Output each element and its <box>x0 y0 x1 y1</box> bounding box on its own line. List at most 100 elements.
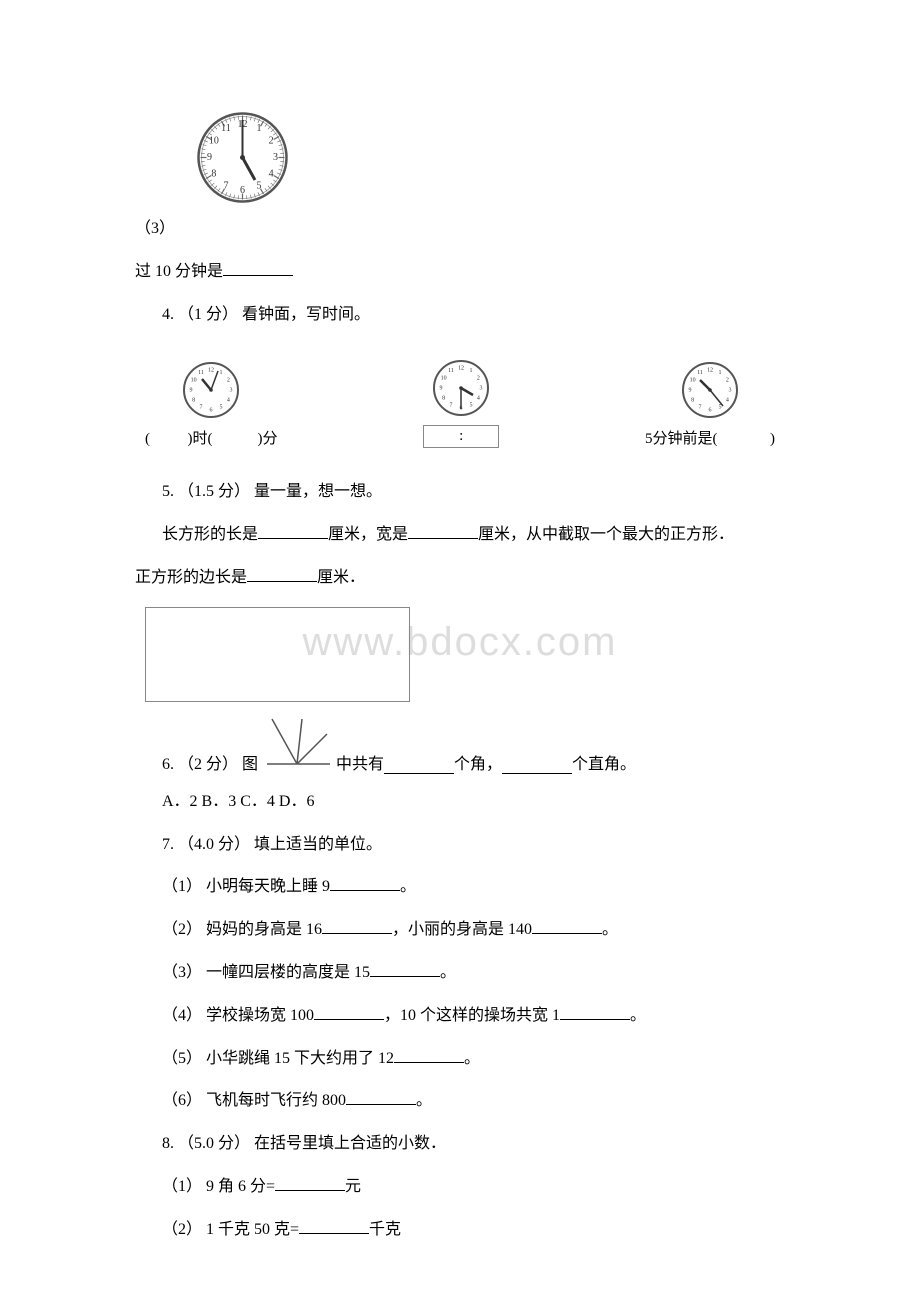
svg-text:11: 11 <box>198 370 204 376</box>
blank <box>502 758 572 774</box>
blank <box>322 918 392 934</box>
angle-icon <box>262 714 332 774</box>
svg-text:9: 9 <box>688 388 691 394</box>
q3-text: 过 10 分钟是 <box>135 258 785 287</box>
svg-text:8: 8 <box>691 398 694 404</box>
text: ( <box>145 431 150 447</box>
svg-text:8: 8 <box>211 168 216 179</box>
text: 。 <box>464 1050 480 1067</box>
svg-text:8: 8 <box>442 396 445 402</box>
blank <box>532 918 602 934</box>
text: ，10 个这样的操场共宽 1 <box>384 1007 560 1024</box>
clock-icon: 123456789101112 <box>182 361 240 419</box>
q5-rectangle <box>145 607 410 702</box>
svg-text:11: 11 <box>221 123 231 134</box>
text: 长方形的长是 <box>162 526 258 543</box>
svg-text:10: 10 <box>441 376 447 382</box>
svg-text:7: 7 <box>450 403 453 409</box>
text: 千克 <box>369 1221 401 1238</box>
svg-text:2: 2 <box>726 378 729 384</box>
svg-text:4: 4 <box>269 168 274 179</box>
text: 妈妈的身高是 16 <box>202 921 322 938</box>
q3-clock: 123456789101112 <box>195 110 785 210</box>
svg-text:2: 2 <box>227 378 230 384</box>
blank <box>275 1175 345 1191</box>
blank <box>299 1218 369 1234</box>
q4-clock2-col: 123456789101112 : <box>423 359 499 448</box>
svg-text:5: 5 <box>257 180 262 191</box>
q4-label3: 5分钟前是( ) <box>645 427 775 448</box>
svg-text:12: 12 <box>208 368 214 374</box>
svg-text:2: 2 <box>477 376 480 382</box>
q7-item2: （2） 妈妈的身高是 16，小丽的身高是 140。 <box>162 916 785 945</box>
q8-item2: （2） 1 千克 50 克= 千克 <box>162 1216 785 1245</box>
q8-item1: （1） 9 角 6 分=元 <box>162 1173 785 1202</box>
blank <box>330 875 400 891</box>
blank <box>346 1089 416 1105</box>
q6-options: A．2 B．3 C．4 D．6 <box>162 788 785 817</box>
blank <box>223 260 293 276</box>
svg-text:4: 4 <box>477 396 480 402</box>
q7-item1: （1） 小明每天晚上睡 9。 <box>162 873 785 902</box>
text: 。 <box>602 921 618 938</box>
q4-label1: ( )时( )分 <box>145 427 278 448</box>
svg-text:4: 4 <box>227 398 230 404</box>
q4-colon-box: : <box>423 425 499 448</box>
text: （1） <box>162 1178 202 1195</box>
svg-text:12: 12 <box>458 366 464 372</box>
svg-text:10: 10 <box>191 378 197 384</box>
svg-text:5: 5 <box>470 403 473 409</box>
svg-text:10: 10 <box>690 378 696 384</box>
svg-text:9: 9 <box>190 388 193 394</box>
text: 学校操场宽 100 <box>202 1007 314 1024</box>
q3-prefix: 过 10 分钟是 <box>135 263 223 280</box>
q4-title: 4. （1 分） 看钟面，写时间。 <box>162 301 785 330</box>
svg-text:1: 1 <box>718 370 721 376</box>
blank <box>370 961 440 977</box>
svg-text:3: 3 <box>480 386 483 392</box>
q8-title: 8. （5.0 分） 在括号里填上合适的小数． <box>162 1130 785 1159</box>
q7-item6: （6） 飞机每时飞行约 800。 <box>162 1087 785 1116</box>
text: 个角， <box>454 750 502 774</box>
text: 。 <box>630 1007 646 1024</box>
q7-item4: （4） 学校操场宽 100 ，10 个这样的操场共宽 1 。 <box>162 1002 785 1031</box>
text: 厘米． <box>317 569 365 586</box>
svg-text:5: 5 <box>718 405 721 411</box>
text: （2） <box>162 921 202 938</box>
text: 厘米，宽是 <box>328 526 408 543</box>
svg-text:7: 7 <box>224 180 229 191</box>
svg-text:8: 8 <box>192 398 195 404</box>
q5-text1: 长方形的长是厘米，宽是厘米，从中截取一个最大的正方形． <box>162 521 785 550</box>
blank <box>384 758 454 774</box>
svg-text:9: 9 <box>440 386 443 392</box>
svg-text:9: 9 <box>207 152 212 163</box>
text: 5分钟前是( <box>645 431 718 447</box>
text: )时( <box>188 431 213 447</box>
text: 1 千克 50 克= <box>202 1221 299 1238</box>
text: 6. （2 分） 图 <box>162 750 258 774</box>
text: （2） <box>162 1221 202 1238</box>
svg-text:7: 7 <box>200 405 203 411</box>
svg-text:3: 3 <box>273 152 278 163</box>
text: 小华跳绳 15 下大约用了 12 <box>202 1050 394 1067</box>
q7-item5: （5） 小华跳绳 15 下大约用了 12 。 <box>162 1045 785 1074</box>
text: )分 <box>258 431 278 447</box>
text: （4） <box>162 1007 202 1024</box>
text: 个直角。 <box>572 750 636 774</box>
svg-text:1: 1 <box>220 370 223 376</box>
q7-title: 7. （4.0 分） 填上适当的单位。 <box>162 831 785 860</box>
svg-text:11: 11 <box>448 368 454 374</box>
svg-text:3: 3 <box>728 388 731 394</box>
text: ) <box>770 431 775 447</box>
q4-clock-row: 123456789101112 ( )时( )分 123456789101112… <box>135 359 785 448</box>
q3-label: （3） <box>135 215 785 244</box>
text: （3） <box>162 964 202 981</box>
text: 。 <box>416 1092 432 1109</box>
text: 一幢四层楼的高度是 15 <box>202 964 370 981</box>
text: （1） <box>162 878 202 895</box>
text: 飞机每时飞行约 800 <box>202 1092 346 1109</box>
svg-text:6: 6 <box>708 408 711 414</box>
svg-text:5: 5 <box>220 405 223 411</box>
text: （5） <box>162 1050 202 1067</box>
svg-text:12: 12 <box>707 368 713 374</box>
